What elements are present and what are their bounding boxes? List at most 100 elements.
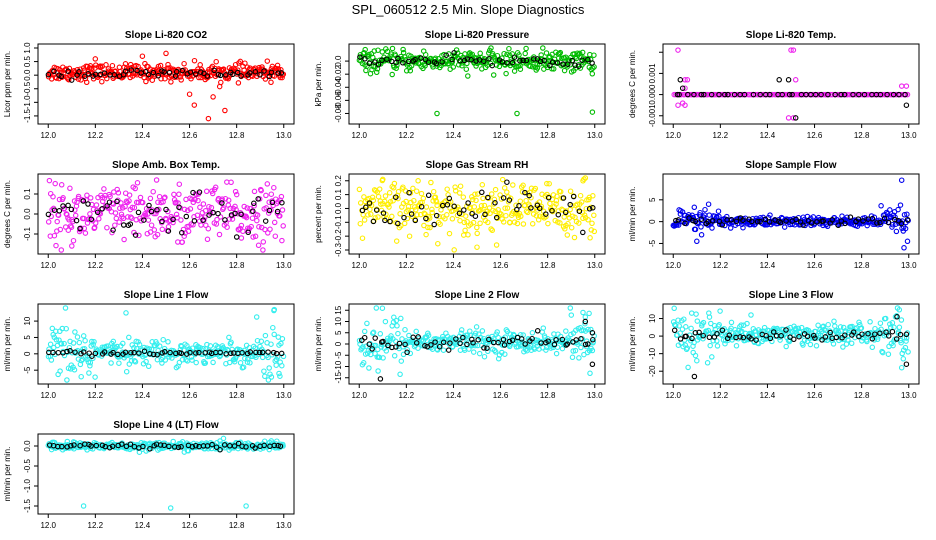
data-point bbox=[591, 212, 597, 219]
data-point bbox=[192, 196, 198, 203]
y-tick-label: 0.2 bbox=[334, 175, 343, 187]
data-point bbox=[210, 359, 216, 366]
data-point bbox=[492, 349, 499, 355]
data-point bbox=[148, 208, 155, 215]
data-point bbox=[141, 217, 147, 223]
data-point bbox=[206, 203, 212, 210]
data-point bbox=[432, 339, 438, 345]
data-point bbox=[868, 213, 875, 219]
data-point bbox=[529, 64, 536, 70]
data-point bbox=[474, 244, 480, 250]
y-axis-label: degrees C per min. bbox=[3, 180, 12, 248]
x-tick-label: 13.0 bbox=[587, 131, 603, 140]
data-point bbox=[425, 332, 432, 339]
data-point bbox=[488, 226, 494, 232]
data-point bbox=[792, 115, 799, 121]
data-point bbox=[120, 340, 126, 347]
data-point bbox=[523, 45, 529, 52]
data-point bbox=[245, 229, 251, 236]
data-point bbox=[682, 85, 688, 91]
data-point bbox=[162, 357, 169, 363]
data-point bbox=[580, 229, 586, 236]
data-point bbox=[201, 70, 207, 77]
data-point bbox=[523, 197, 529, 204]
data-point bbox=[885, 333, 892, 339]
data-point bbox=[691, 91, 697, 98]
data-point bbox=[384, 56, 390, 62]
data-point bbox=[859, 331, 865, 337]
data-point bbox=[588, 227, 595, 233]
data-point bbox=[456, 337, 462, 343]
data-point bbox=[411, 197, 417, 204]
data-point bbox=[557, 188, 564, 195]
data-point bbox=[856, 319, 862, 326]
data-point bbox=[112, 345, 119, 351]
data-point bbox=[256, 224, 262, 230]
data-point bbox=[189, 357, 195, 363]
data-point bbox=[219, 200, 225, 206]
data-point bbox=[361, 334, 368, 341]
data-point bbox=[700, 332, 706, 339]
data-point bbox=[591, 228, 598, 235]
data-point bbox=[273, 350, 280, 357]
data-point bbox=[740, 91, 746, 98]
data-point bbox=[142, 68, 149, 75]
data-point bbox=[582, 318, 589, 325]
data-point bbox=[436, 213, 443, 220]
data-point bbox=[547, 200, 553, 207]
data-point bbox=[235, 440, 242, 447]
data-point bbox=[387, 335, 394, 341]
data-point bbox=[877, 219, 883, 226]
data-point bbox=[675, 47, 681, 53]
data-point bbox=[123, 443, 130, 450]
data-point bbox=[855, 216, 862, 222]
data-point bbox=[749, 218, 755, 225]
data-point bbox=[894, 314, 900, 320]
data-point bbox=[674, 91, 681, 98]
data-point bbox=[404, 346, 411, 353]
data-point bbox=[675, 222, 682, 228]
data-point bbox=[576, 355, 582, 361]
data-point bbox=[169, 355, 175, 361]
data-point bbox=[366, 60, 373, 67]
x-tick-label: 12.6 bbox=[807, 391, 823, 400]
data-point bbox=[671, 305, 677, 312]
data-point bbox=[897, 202, 904, 208]
data-point bbox=[88, 216, 95, 222]
chart-panel-4: Slope Amb. Box Temp. degrees C per min. 12… bbox=[3, 160, 295, 270]
data-point bbox=[785, 115, 792, 121]
data-point bbox=[522, 341, 528, 347]
data-point bbox=[459, 62, 465, 69]
chart-title: Slope Line 4 (LT) Flow bbox=[113, 420, 219, 431]
data-point bbox=[265, 354, 271, 361]
data-point bbox=[578, 344, 584, 351]
data-point bbox=[373, 69, 380, 76]
data-point bbox=[557, 220, 563, 226]
data-point bbox=[569, 57, 575, 64]
data-point bbox=[162, 194, 168, 201]
data-point bbox=[93, 202, 100, 208]
data-point bbox=[591, 52, 597, 58]
y-tick-label: 0.0 bbox=[23, 440, 32, 452]
data-point bbox=[418, 190, 425, 197]
data-point bbox=[175, 239, 181, 245]
data-point bbox=[228, 179, 234, 186]
data-point bbox=[580, 309, 586, 316]
data-point bbox=[67, 348, 73, 354]
data-point bbox=[65, 68, 71, 74]
data-point bbox=[226, 334, 232, 341]
chart-title: Slope Amb. Box Temp. bbox=[112, 160, 220, 171]
data-point bbox=[504, 179, 510, 185]
data-point bbox=[383, 348, 390, 354]
data-point bbox=[553, 337, 559, 343]
data-point bbox=[53, 242, 59, 249]
data-point bbox=[562, 226, 568, 232]
data-point bbox=[181, 60, 187, 67]
data-point bbox=[486, 336, 492, 343]
data-point bbox=[243, 444, 249, 450]
data-point bbox=[132, 232, 139, 238]
data-point bbox=[470, 349, 477, 355]
data-point bbox=[692, 329, 699, 336]
data-point bbox=[157, 62, 164, 69]
series-black bbox=[359, 318, 596, 382]
